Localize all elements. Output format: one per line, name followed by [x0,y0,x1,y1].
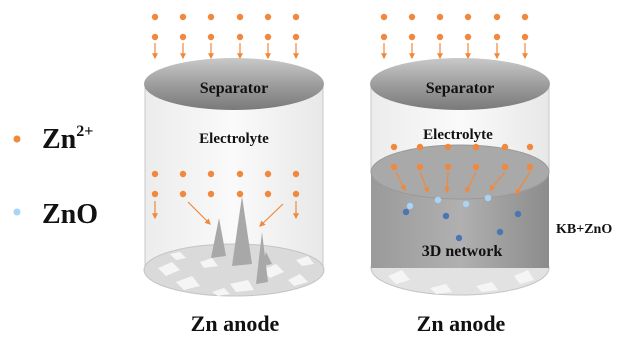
left-electrolyte-ions [151,170,300,220]
left-converging-arrows [187,201,284,227]
right-cell: Separator Electrolyte 3D network KB+ZnO … [370,13,612,336]
left-caption: Zn anode [191,311,280,336]
zn-ion [390,143,398,151]
zn-deposit [496,228,504,236]
zn-ion [292,170,300,178]
zn-ion [179,33,187,41]
zn-ion [380,13,388,21]
left-cylinder-body [145,82,323,270]
zn-deposit [514,210,522,218]
left-separator [144,58,324,110]
zn-ion [493,33,501,41]
right-separator [370,58,550,110]
dendrite [211,218,226,258]
zn-ion [207,190,215,198]
zn-ion [292,190,300,198]
zno-particle [434,196,442,204]
left-electrolyte-label: Electrolyte [199,131,269,147]
zn-ion [264,33,272,41]
zn-ion [179,13,187,21]
zn-ion [236,190,244,198]
zno-particle [462,200,470,208]
zn-ion [151,170,159,178]
left-anode-flakes [158,252,314,296]
right-electrolyte-label: Electrolyte [423,127,493,143]
right-network-label: 3D network [422,243,503,260]
zn-ion [408,13,416,21]
zn-ion [472,163,480,171]
zn-deposit [455,234,463,242]
zn-ion [408,33,416,41]
zn-ion [501,163,509,171]
ion-arrow [419,171,430,194]
zn-ion [390,163,398,171]
dendrite [232,196,252,266]
zn-ion [292,33,300,41]
right-caption: Zn anode [417,311,506,336]
left-separator-label: Separator [200,80,268,97]
right-deposit-particles [402,194,522,242]
zn-ion [179,190,187,198]
zn-ion [436,33,444,41]
legend-zn-ion-label: Zn2+ [42,123,93,155]
zn-ion [151,190,159,198]
zn-ion [380,33,388,41]
zn-ion [236,170,244,178]
right-ion-arrows [395,171,531,196]
zno-particle [406,202,414,210]
ion-arrow [395,171,406,192]
zn-ion [493,13,501,21]
zno-particle [484,194,492,202]
zn-ion [416,163,424,171]
legend: Zn2+ ZnO [13,123,98,230]
right-incoming-ions [380,13,529,60]
zn-ion [464,13,472,21]
zn-ion [436,13,444,21]
dendrite [262,252,272,266]
zn-ion [526,163,534,171]
zn-ion [207,170,215,178]
zn-ion [264,190,272,198]
zn-ion [179,170,187,178]
zn-ion [236,13,244,21]
zn-ion [416,143,424,151]
zn-ion [521,33,529,41]
ion-arrow [489,171,506,191]
legend-zno-dot [13,208,21,216]
legend-zno-label: ZnO [42,199,98,230]
zn-ion [501,143,509,151]
right-separator-label: Separator [426,80,494,97]
zn-ion [264,170,272,178]
dendrite [256,232,268,284]
left-cell: Separator Electrolyte Zn anode [143,13,325,336]
ion-arrow [444,171,451,194]
right-anode-flakes [388,270,534,294]
zn-ion [472,143,480,151]
ion-arrow [515,171,531,196]
left-dendrites [211,196,272,284]
zn-ion [464,33,472,41]
right-electrolyte-ions [390,143,534,171]
zn-ion [526,143,534,151]
zn-ion [521,13,529,21]
zn-ion [444,143,452,151]
zn-ion [207,13,215,21]
right-network-top [370,144,550,200]
right-side-label: KB+ZnO [556,222,612,237]
zn-ion [151,33,159,41]
legend-zn-ion-dot [13,135,21,143]
zn-ion [292,13,300,21]
zn-ion [151,13,159,21]
zn-ion [207,33,215,41]
zn-deposit [402,208,410,216]
zn-ion [264,13,272,21]
zn-deposit [442,212,450,220]
zn-ion [444,163,452,171]
left-incoming-ions [151,13,300,60]
ion-arrow [465,171,477,194]
zn-ion [236,33,244,41]
